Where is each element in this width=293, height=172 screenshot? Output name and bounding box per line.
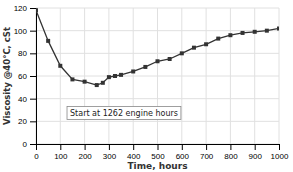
tick-label: 600 — [176, 152, 190, 161]
marker — [131, 69, 135, 73]
marker — [36, 8, 38, 12]
tick-mark — [279, 144, 280, 150]
tick-mark — [182, 144, 183, 150]
y-axis: 0 20 40 60 80 100 120 — [14, 4, 37, 149]
marker — [101, 81, 105, 85]
tick: 100 — [14, 27, 36, 36]
grid-line — [36, 76, 279, 77]
marker — [277, 26, 279, 30]
marker — [265, 29, 269, 33]
tick-label: 800 — [224, 152, 238, 161]
x-axis-label: Time, hours — [127, 161, 187, 171]
tick-label: 100 — [14, 27, 28, 36]
tick-mark — [109, 144, 110, 150]
tick-mark — [85, 144, 86, 150]
tick-label: 60 — [18, 72, 27, 81]
tick: 700 — [200, 144, 214, 161]
x-axis: 0 100 200 300 400 500 600 700 800 900 1000 — [34, 144, 289, 161]
tick-mark — [30, 53, 36, 54]
marker — [216, 37, 220, 41]
tick: 600 — [176, 144, 190, 161]
tick-label: 900 — [249, 152, 263, 161]
marker — [46, 39, 50, 43]
tick: 200 — [78, 144, 92, 161]
tick-label: 100 — [54, 152, 68, 161]
tick-mark — [158, 144, 159, 150]
tick-label: 80 — [18, 49, 27, 58]
y-axis-label: Viscosity @40°C, cSt — [2, 27, 12, 125]
marker — [168, 57, 172, 61]
marker — [70, 77, 74, 81]
tick-label: 500 — [151, 152, 165, 161]
tick-mark — [36, 144, 37, 150]
marker — [192, 46, 196, 50]
tick: 1000 — [271, 144, 289, 161]
tick: 80 — [18, 49, 36, 58]
tick-label: 700 — [200, 152, 214, 161]
tick-mark — [60, 144, 61, 150]
tick-label: 300 — [103, 152, 117, 161]
marker — [113, 74, 117, 78]
chart: 0 100 200 300 400 500 600 700 800 900 1000 0 20 40 60 8… — [0, 0, 293, 172]
marker — [58, 64, 62, 68]
tick-label: 0 — [34, 152, 39, 161]
marker — [253, 30, 257, 34]
grid-line — [36, 121, 279, 122]
tick: 120 — [14, 4, 36, 13]
grid — [36, 8, 279, 144]
tick-mark — [30, 121, 36, 122]
tick: 0 — [23, 140, 36, 149]
tick-label: 200 — [78, 152, 92, 161]
tick-label: 1000 — [271, 152, 289, 161]
tick: 60 — [18, 72, 36, 81]
marker — [180, 51, 184, 55]
line — [36, 10, 279, 85]
annotation: Start at 1262 engine hours — [67, 107, 181, 120]
tick: 300 — [103, 144, 117, 161]
marker — [143, 65, 147, 69]
marker — [241, 31, 245, 35]
tick-mark — [206, 144, 207, 150]
tick-mark — [133, 144, 134, 150]
tick: 100 — [54, 144, 68, 161]
tick-mark — [30, 8, 36, 9]
grid-line — [36, 8, 279, 9]
tick-mark — [230, 144, 231, 150]
series — [36, 8, 279, 87]
tick-label: 40 — [18, 95, 27, 104]
tick: 40 — [18, 95, 36, 104]
marker — [204, 42, 208, 46]
tick: 400 — [127, 144, 141, 161]
marker — [156, 59, 160, 63]
annotation-text: Start at 1262 engine hours — [70, 109, 178, 118]
marker — [95, 83, 99, 87]
grid-line — [36, 53, 279, 54]
tick-label: 0 — [23, 140, 28, 149]
tick-label: 400 — [127, 152, 141, 161]
tick-mark — [30, 76, 36, 77]
tick-mark — [30, 31, 36, 32]
annotation-box — [67, 107, 181, 120]
grid-line — [36, 98, 279, 99]
tick-label: 20 — [18, 117, 27, 126]
marker — [107, 75, 111, 79]
tick: 900 — [249, 144, 263, 161]
axis-line — [36, 9, 37, 145]
marker — [83, 80, 87, 84]
plot: 0 100 200 300 400 500 600 700 800 900 1000 0 20 40 60 8… — [14, 4, 289, 161]
tick-mark — [255, 144, 256, 150]
marker — [228, 33, 232, 37]
tick-label: 120 — [14, 4, 28, 13]
marker — [119, 73, 123, 77]
tick: 500 — [151, 144, 165, 161]
tick: 800 — [224, 144, 238, 161]
tick-mark — [30, 144, 36, 145]
tick: 20 — [18, 117, 36, 126]
tick: 0 — [34, 144, 39, 161]
tick-mark — [30, 99, 36, 100]
